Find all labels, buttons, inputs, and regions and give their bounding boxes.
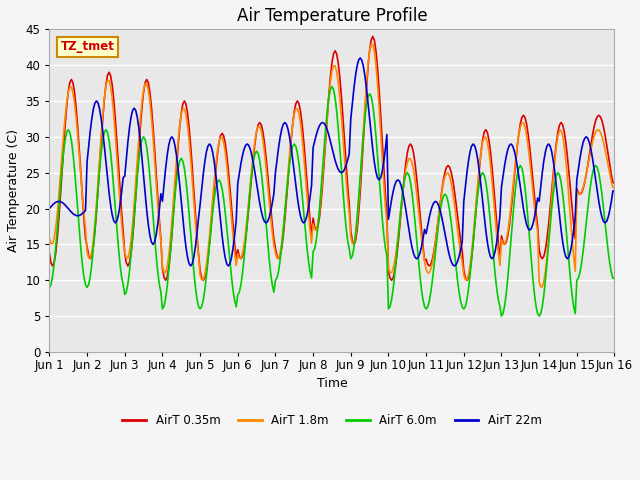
AirT 1.8m <box>61 115 69 120</box>
AirT 22m <box>400 197 408 203</box>
AirT 22m <box>451 263 458 269</box>
AirT 22m <box>61 202 69 208</box>
AirT 6.0m <box>400 179 408 185</box>
AirT 22m <box>356 55 364 61</box>
Line: AirT 0.35m: AirT 0.35m <box>49 36 614 280</box>
AirT 22m <box>369 146 376 152</box>
AirT 0.35m <box>45 251 53 256</box>
Line: AirT 1.8m: AirT 1.8m <box>49 45 614 287</box>
AirT 6.0m <box>369 102 376 108</box>
AirT 22m <box>545 141 552 147</box>
AirT 0.35m <box>151 146 159 152</box>
AirT 6.0m <box>611 276 618 281</box>
AirT 22m <box>45 205 53 211</box>
AirT 0.35m <box>402 161 410 167</box>
Text: TZ_tmet: TZ_tmet <box>61 40 115 53</box>
AirT 1.8m <box>388 270 396 276</box>
AirT 1.8m <box>151 157 159 163</box>
AirT 6.0m <box>328 84 336 90</box>
AirT 6.0m <box>545 241 552 247</box>
AirT 1.8m <box>545 236 552 241</box>
AirT 1.8m <box>367 42 375 48</box>
AirT 1.8m <box>611 185 618 191</box>
Y-axis label: Air Temperature (C): Air Temperature (C) <box>7 129 20 252</box>
AirT 0.35m <box>61 123 69 129</box>
Legend: AirT 0.35m, AirT 1.8m, AirT 6.0m, AirT 22m: AirT 0.35m, AirT 1.8m, AirT 6.0m, AirT 2… <box>118 409 546 432</box>
AirT 22m <box>611 188 618 194</box>
AirT 6.0m <box>388 297 396 302</box>
AirT 0.35m <box>367 37 375 43</box>
AirT 6.0m <box>151 233 159 239</box>
X-axis label: Time: Time <box>317 377 348 390</box>
Line: AirT 6.0m: AirT 6.0m <box>49 87 614 316</box>
AirT 0.35m <box>389 275 397 281</box>
AirT 0.35m <box>388 277 396 283</box>
AirT 0.35m <box>369 34 376 39</box>
Title: Air Temperature Profile: Air Temperature Profile <box>237 7 428 25</box>
Line: AirT 22m: AirT 22m <box>49 58 614 266</box>
AirT 22m <box>151 239 159 245</box>
AirT 6.0m <box>45 285 53 290</box>
AirT 1.8m <box>369 42 376 48</box>
AirT 0.35m <box>611 180 618 186</box>
AirT 6.0m <box>61 137 69 143</box>
AirT 1.8m <box>45 236 53 241</box>
AirT 1.8m <box>537 284 545 289</box>
AirT 0.35m <box>545 222 552 228</box>
AirT 1.8m <box>400 178 408 183</box>
AirT 6.0m <box>535 313 543 319</box>
AirT 22m <box>388 197 396 203</box>
